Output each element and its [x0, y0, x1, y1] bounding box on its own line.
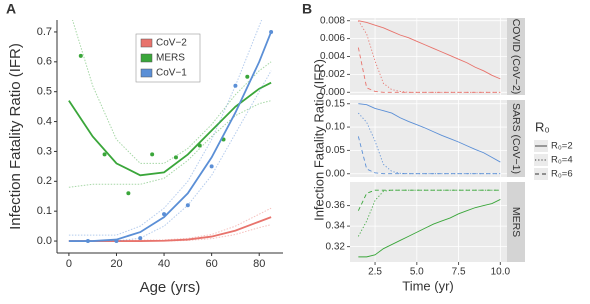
y-tick-label: 0.002	[320, 69, 345, 80]
facet-strip-label: SARS (CoV−1)	[510, 103, 522, 174]
legend-label: CoV−1	[156, 68, 187, 79]
data-point	[126, 191, 131, 196]
legend-label: R₀=2	[551, 141, 573, 152]
x-tick-label: 0	[66, 258, 72, 270]
y-tick-label: 0.05	[326, 145, 346, 156]
legend-swatch	[140, 53, 153, 63]
y-tick-label: 0.3	[37, 145, 52, 157]
x-axis-label: Time (yr)	[402, 278, 454, 293]
plot-area	[68, 20, 274, 244]
facet-strip-label: MERS	[510, 207, 522, 237]
y-tick-label: 0.008	[320, 15, 345, 26]
confidence-line	[68, 20, 263, 236]
line	[357, 47, 501, 93]
y-tick-label: 0.006	[320, 33, 345, 44]
data-point	[102, 152, 107, 157]
facet-strip	[507, 182, 525, 262]
line	[358, 112, 501, 175]
data-point	[245, 74, 250, 79]
y-tick-label: 0.32	[326, 241, 346, 252]
x-tick-label: 80	[253, 258, 265, 270]
x-tick-label: 60	[206, 258, 218, 270]
y-axis-label: Infection Fatality Ratio (IFR)	[311, 59, 326, 221]
data-point	[162, 212, 167, 217]
y-tick-label: 0.34	[326, 221, 346, 232]
y-tick-label: 0.15	[326, 98, 346, 109]
confidence-line	[72, 20, 272, 164]
x-tick-label: 7.5	[452, 267, 466, 278]
confidence-line	[68, 100, 272, 188]
panel-label: B	[302, 1, 312, 17]
data-point	[185, 203, 190, 208]
y-axis-label: Infection Fatality Ratio (IFR)	[7, 43, 24, 230]
data-point	[85, 239, 90, 244]
fit-line	[68, 81, 272, 177]
y-tick-label: 0.36	[326, 200, 346, 211]
facet-strip-label: COVID (CoV−2)	[510, 19, 522, 95]
data-point	[138, 236, 143, 241]
y-tick-label: 0.1	[37, 205, 52, 217]
legend-label: R₀=4	[551, 155, 573, 166]
legend-label: MERS	[156, 53, 185, 64]
facet-plot	[357, 20, 501, 93]
y-tick-label: 0.6	[37, 56, 52, 68]
x-tick-label: 10.0	[491, 267, 511, 278]
x-tick-label: 5.0	[410, 267, 424, 278]
line	[358, 199, 501, 258]
facet-plot	[357, 189, 501, 258]
legend-label: R₀=6	[551, 169, 573, 180]
fit-line	[68, 31, 272, 242]
facet-plot	[357, 103, 501, 175]
legend-swatch	[140, 68, 153, 78]
data-point	[150, 152, 155, 157]
facet-strip	[507, 100, 525, 177]
y-tick-label: 0.10	[326, 122, 346, 133]
confidence-line	[68, 207, 272, 241]
line	[358, 103, 501, 163]
data-point	[197, 143, 202, 148]
x-tick-label: 20	[110, 258, 122, 270]
data-point	[173, 155, 178, 160]
facet-background	[350, 182, 507, 262]
legend-label: CoV−2	[156, 38, 187, 49]
facet-strip	[507, 18, 525, 95]
line	[357, 136, 501, 175]
legend-key	[534, 154, 548, 166]
legend-title: R₀	[535, 119, 550, 134]
data-point	[233, 83, 238, 88]
y-tick-label: 0.2	[37, 175, 52, 187]
line	[357, 189, 501, 211]
y-tick-label: 0.00	[326, 168, 346, 179]
data-point	[209, 164, 214, 169]
x-tick-label: 2.5	[368, 267, 382, 278]
y-tick-label: 0.5	[37, 86, 52, 98]
x-tick-label: 40	[158, 258, 170, 270]
y-tick-label: 0.004	[320, 51, 345, 62]
confidence-line	[68, 224, 272, 242]
y-tick-label: 0.4	[37, 115, 52, 127]
data-point	[78, 53, 83, 58]
x-axis-label: Age (yrs)	[140, 279, 201, 296]
y-tick-label: 0.0	[37, 235, 52, 247]
panel-label: A	[6, 1, 16, 17]
line	[358, 20, 501, 80]
facet-background	[350, 100, 507, 177]
confidence-line	[68, 70, 272, 242]
data-point	[269, 29, 274, 34]
line	[357, 20, 501, 93]
y-tick-label: 0.7	[37, 26, 52, 38]
legend-swatch	[140, 38, 153, 48]
y-tick-label: 0.000	[320, 87, 345, 98]
data-point	[114, 239, 119, 244]
legend-key	[534, 168, 548, 180]
